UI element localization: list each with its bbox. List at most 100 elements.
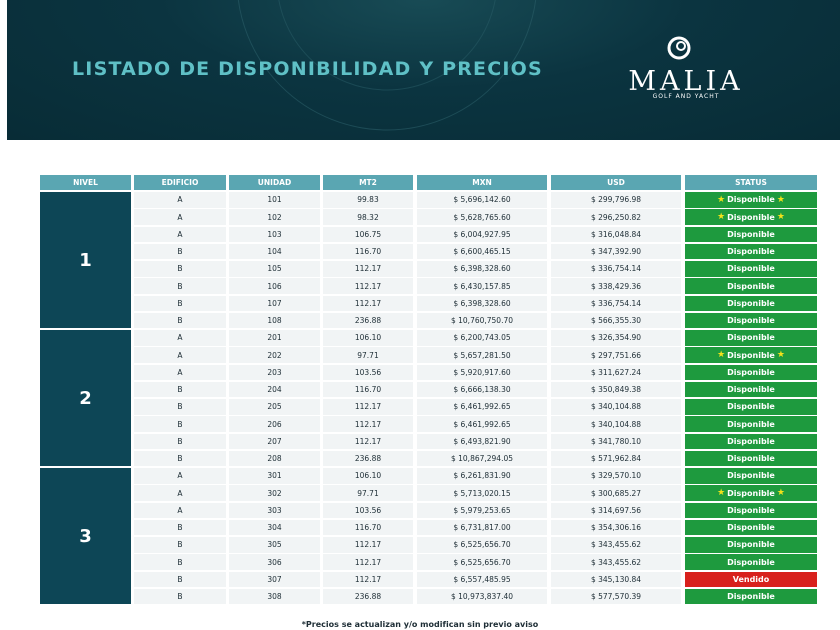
table-cell: $ 6,557,485.95	[417, 571, 547, 587]
table-cell: B	[134, 519, 226, 536]
table-cell: A	[134, 226, 226, 242]
status-badge: Disponible	[685, 226, 817, 242]
status-text: Disponible	[727, 367, 775, 377]
status-badge: Disponible	[685, 399, 817, 415]
status-badge: Disponible	[685, 468, 817, 484]
table-cell: $ 329,570.10	[551, 468, 681, 484]
status-text: Disponible	[727, 592, 775, 601]
table-cell: B	[134, 571, 226, 587]
table-cell: B	[134, 381, 226, 398]
table-cell: $ 6,461,992.65	[417, 399, 547, 415]
star-icon: ★	[776, 350, 785, 360]
status-badge: Disponible	[685, 416, 817, 432]
table-cell: 112.17	[323, 416, 413, 432]
table-cell: 107	[229, 295, 320, 311]
table-cell: 207	[229, 433, 320, 449]
status-badge: Disponible	[685, 381, 817, 398]
table-cell: $ 340,104.88	[551, 416, 681, 432]
table-cell: 201	[229, 330, 320, 346]
star-icon: ★	[776, 194, 785, 205]
table-cell: 108	[229, 312, 320, 329]
table-cell: 104	[229, 243, 320, 260]
table-cell: $ 10,760,750.70	[417, 312, 547, 329]
table-cell: $ 577,570.39	[551, 588, 681, 605]
column-header: MT2	[323, 175, 413, 190]
status-badge: Disponible	[685, 295, 817, 311]
table-cell: 112.17	[323, 278, 413, 294]
table-cell: B	[134, 261, 226, 277]
table-cell: B	[134, 433, 226, 449]
status-badge: Disponible	[685, 243, 817, 260]
status-text: Disponible	[727, 247, 775, 256]
table-cell: A	[134, 468, 226, 484]
page-title: LISTADO DE DISPONIBILIDAD Y PRECIOS	[72, 58, 543, 80]
status-badge: Disponible	[685, 278, 817, 294]
status-text: Disponible	[727, 195, 775, 205]
table-cell: $ 571,962.84	[551, 450, 681, 467]
table-cell: 236.88	[323, 312, 413, 329]
table-cell: B	[134, 416, 226, 432]
status-text: Disponible	[727, 471, 775, 481]
table-cell: 106	[229, 278, 320, 294]
table-cell: 97.71	[323, 347, 413, 363]
table-cell: B	[134, 295, 226, 311]
table-cell: 203	[229, 364, 320, 380]
table-cell: 99.83	[323, 192, 413, 208]
table-cell: 116.70	[323, 519, 413, 536]
status-badge: Disponible	[685, 588, 817, 605]
status-badge: ★ Disponible ★	[685, 192, 817, 208]
column-header: STATUS	[685, 175, 817, 190]
header-banner: LISTADO DE DISPONIBILIDAD Y PRECIOS MALI…	[7, 0, 840, 140]
table-cell: $ 5,713,020.15	[417, 485, 547, 501]
table-cell: 304	[229, 519, 320, 536]
table-cell: 103.56	[323, 502, 413, 518]
status-text: Vendido	[732, 574, 770, 584]
status-text: Disponible	[727, 385, 775, 394]
status-text: Disponible	[727, 505, 775, 515]
table-cell: A	[134, 192, 226, 208]
star-icon: ★	[717, 194, 726, 205]
table-cell: B	[134, 399, 226, 415]
table-cell: $ 6,493,821.90	[417, 433, 547, 449]
status-badge: Vendido	[685, 571, 817, 587]
status-text: Disponible	[727, 436, 775, 446]
table-cell: $ 336,754.14	[551, 261, 681, 277]
table-cell: $ 336,754.14	[551, 295, 681, 311]
status-text: Disponible	[727, 264, 775, 274]
table-cell: $ 566,355.30	[551, 312, 681, 329]
star-icon: ★	[776, 212, 785, 222]
table-cell: 102	[229, 209, 320, 225]
status-badge: Disponible	[685, 364, 817, 380]
status-badge: Disponible	[685, 554, 817, 570]
status-text: Disponible	[727, 333, 775, 343]
column-header: UNIDAD	[229, 175, 320, 190]
table-cell: $ 5,979,253.65	[417, 502, 547, 518]
status-badge: Disponible	[685, 450, 817, 467]
status-badge: Disponible	[685, 519, 817, 536]
table-cell: $ 299,796.98	[551, 192, 681, 208]
column-header: EDIFICIO	[134, 175, 226, 190]
table-cell: 112.17	[323, 261, 413, 277]
table-cell: $ 10,973,837.40	[417, 588, 547, 605]
table-cell: $ 5,696,142.60	[417, 192, 547, 208]
status-badge: ★ Disponible ★	[685, 209, 817, 225]
brand-tagline: GOLF AND YACHT	[652, 93, 720, 100]
table-cell: 236.88	[323, 588, 413, 605]
status-text: Disponible	[727, 488, 775, 498]
table-cell: 112.17	[323, 399, 413, 415]
status-text: Disponible	[727, 229, 775, 239]
level-cell: 2	[40, 330, 131, 466]
status-text: Disponible	[727, 281, 775, 291]
table-cell: 208	[229, 450, 320, 467]
table-cell: $ 5,628,765.60	[417, 209, 547, 225]
table-cell: A	[134, 330, 226, 346]
table-cell: 307	[229, 571, 320, 587]
table-cell: $ 10,867,294.05	[417, 450, 547, 467]
brand-name: MALIA	[628, 66, 744, 97]
table-cell: 302	[229, 485, 320, 501]
status-badge: Disponible	[685, 433, 817, 449]
table-cell: 308	[229, 588, 320, 605]
table-cell: $ 350,849.38	[551, 381, 681, 398]
table-cell: 202	[229, 347, 320, 363]
table-cell: $ 326,354.90	[551, 330, 681, 346]
